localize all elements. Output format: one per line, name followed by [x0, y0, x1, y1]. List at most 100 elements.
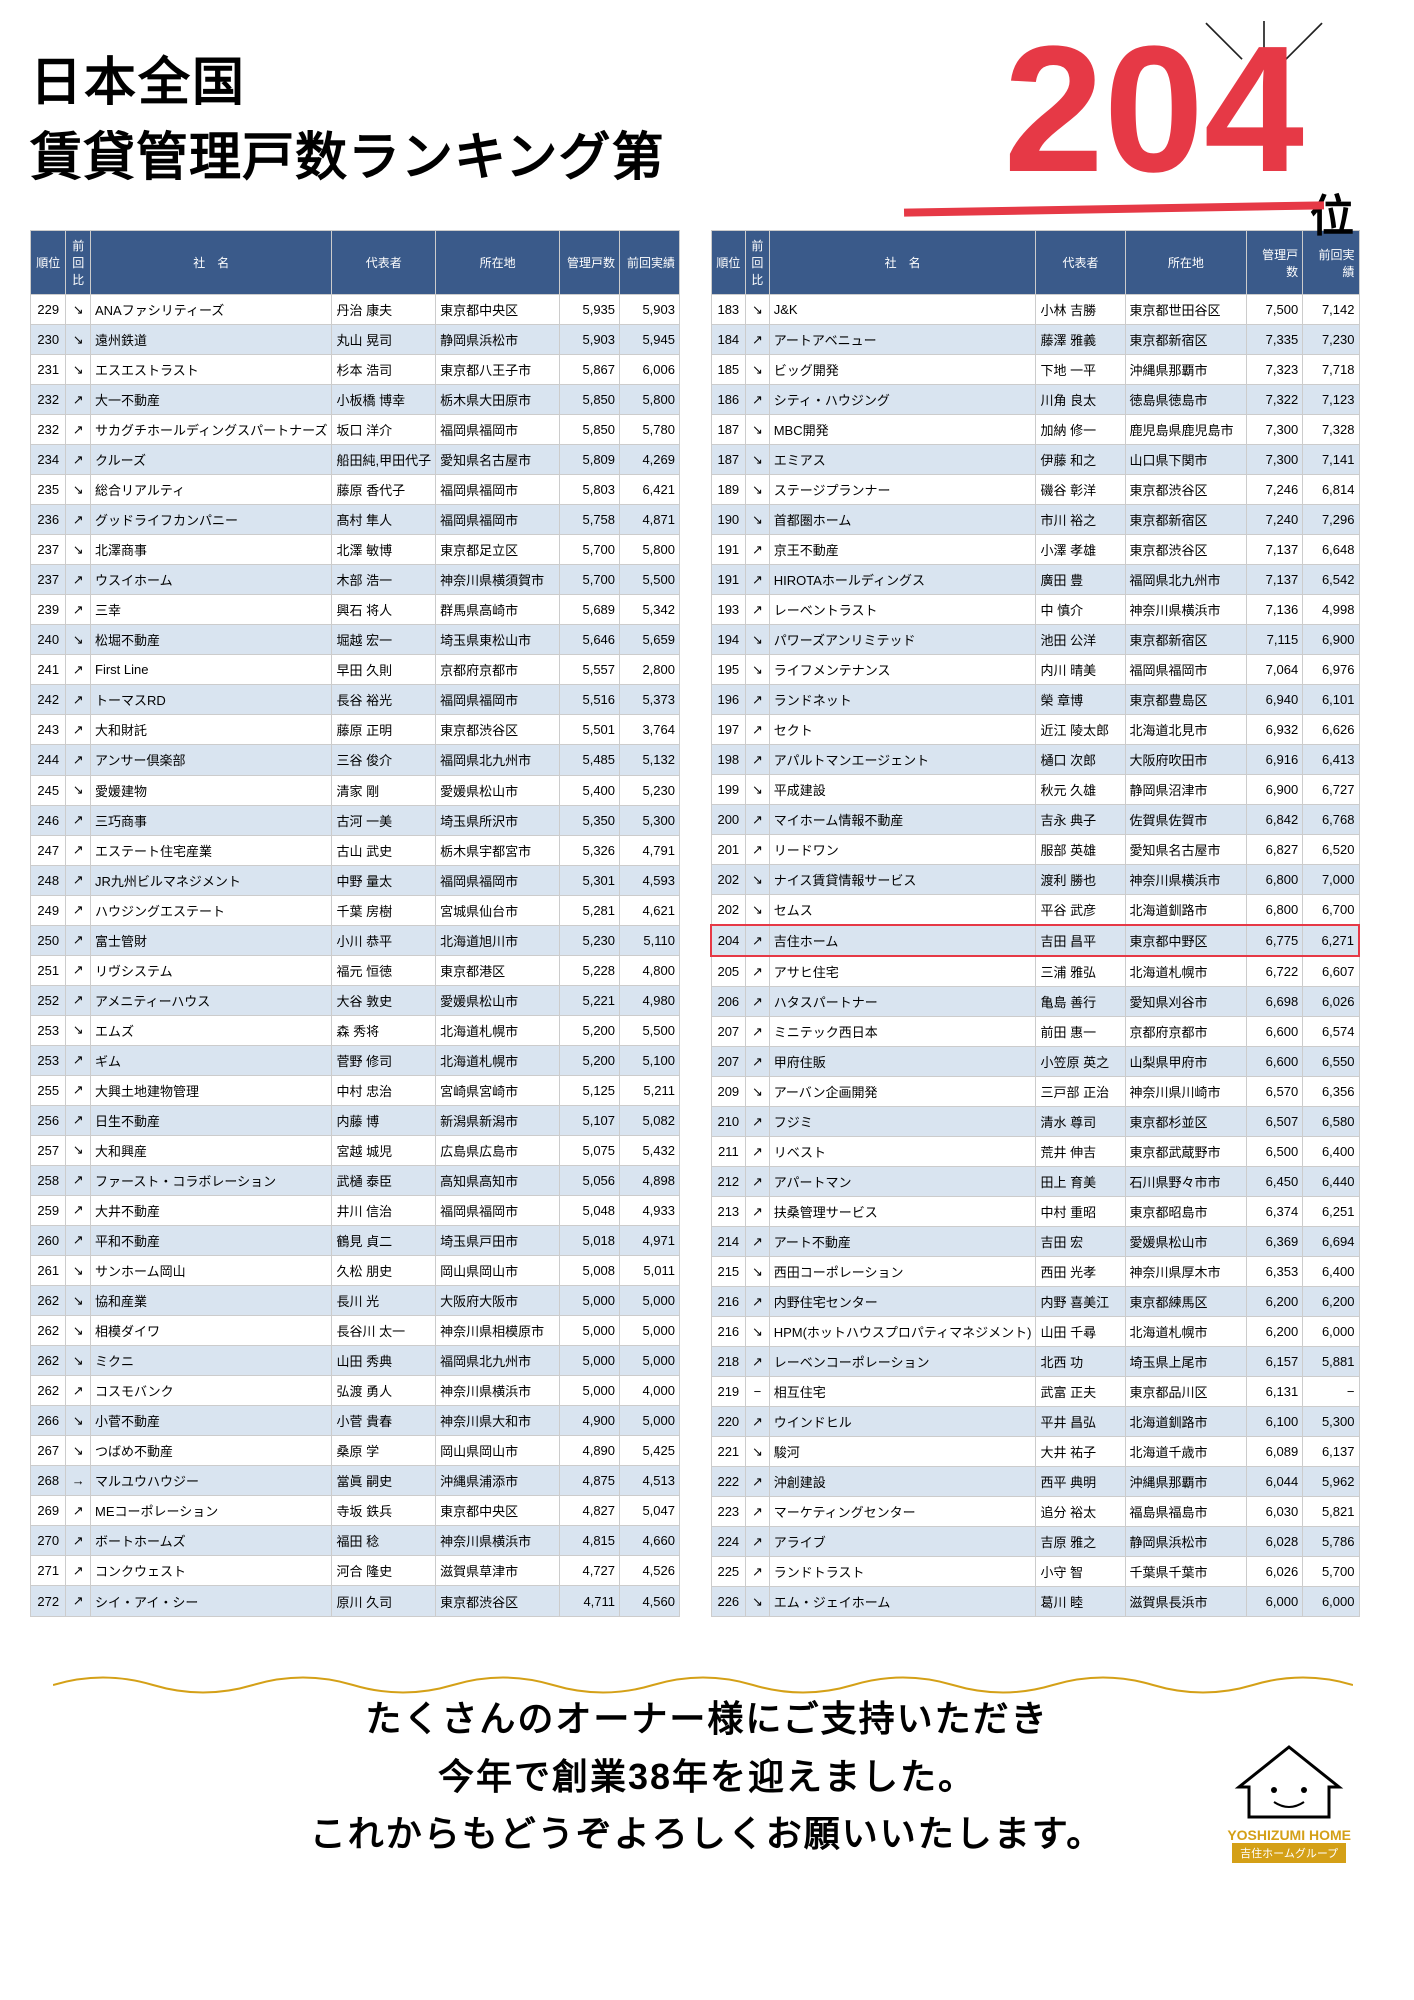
cell: 184 — [711, 325, 746, 355]
cell: 5,018 — [560, 1225, 620, 1255]
cell: 5,125 — [560, 1075, 620, 1105]
cell: 6,000 — [1247, 1587, 1303, 1617]
table-row: 242↗トーマスRD長谷 裕光福岡県福岡市5,5165,373 — [31, 685, 680, 715]
cell: 252 — [31, 985, 66, 1015]
cell: 丸山 晃司 — [332, 325, 436, 355]
cell: 吉住ホーム — [769, 925, 1036, 956]
cell: 6,827 — [1247, 835, 1303, 865]
table-row: 247↗エステート住宅産業古山 武史栃木県宇都宮市5,3264,791 — [31, 835, 680, 865]
cell: 大興土地建物管理 — [91, 1075, 332, 1105]
table-row: 204↗吉住ホーム吉田 昌平東京都中野区6,7756,271 — [711, 925, 1359, 956]
cell: ファースト・コラボレーション — [91, 1165, 332, 1195]
cell: 235 — [31, 475, 66, 505]
cell: ↘ — [746, 295, 770, 325]
cell: 平和不動産 — [91, 1225, 332, 1255]
cell: 250 — [31, 925, 66, 955]
table-row: 239↗三幸興石 将人群馬県高崎市5,6895,342 — [31, 595, 680, 625]
th-name: 社 名 — [769, 231, 1036, 295]
cell: 7,300 — [1247, 445, 1303, 475]
cell: 小板橋 博幸 — [332, 385, 436, 415]
cell: 6,700 — [1303, 895, 1359, 926]
cell: ↗ — [66, 1045, 91, 1075]
cell: 中 慎介 — [1036, 595, 1125, 625]
cell: 6,814 — [1303, 475, 1359, 505]
cell: 6,100 — [1247, 1407, 1303, 1437]
cell: 小菅 貴春 — [332, 1406, 436, 1436]
cell: 5,132 — [620, 745, 680, 775]
cell: 6,353 — [1247, 1257, 1303, 1287]
cell: 6,500 — [1247, 1137, 1303, 1167]
cell: 7,230 — [1303, 325, 1359, 355]
cell: 中村 重昭 — [1036, 1197, 1125, 1227]
cell: 杉本 浩司 — [332, 355, 436, 385]
cell: 4,711 — [560, 1586, 620, 1617]
cell: 5,107 — [560, 1105, 620, 1135]
cell: 222 — [711, 1467, 746, 1497]
cell: 石川県野々市市 — [1125, 1167, 1247, 1197]
cell: 大和興産 — [91, 1135, 332, 1165]
cell: 河合 隆史 — [332, 1556, 436, 1586]
cell: ミニテック西日本 — [769, 1017, 1036, 1047]
cell: 北澤商事 — [91, 535, 332, 565]
cell: ↘ — [746, 895, 770, 926]
cell: 久松 朋史 — [332, 1256, 436, 1286]
cell: 内藤 博 — [332, 1105, 436, 1135]
cell: 東京都渋谷区 — [1125, 535, 1247, 565]
cell: 185 — [711, 355, 746, 385]
cell: 東京都豊島区 — [1125, 685, 1247, 715]
cell: 6,356 — [1303, 1077, 1359, 1107]
cell: 5,903 — [620, 295, 680, 325]
cell: HIROTAホールディングス — [769, 565, 1036, 595]
cell: 214 — [711, 1227, 746, 1257]
cell: 6,698 — [1247, 987, 1303, 1017]
cell: リベスト — [769, 1137, 1036, 1167]
cell: 7,296 — [1303, 505, 1359, 535]
cell: 5,786 — [1303, 1527, 1359, 1557]
cell: 三巧商事 — [91, 805, 332, 835]
cell: 4,526 — [620, 1556, 680, 1586]
cell: 6,200 — [1247, 1317, 1303, 1347]
table-row: 248↗JR九州ビルマネジメント中野 量太福岡県福岡市5,3014,593 — [31, 865, 680, 895]
cell: 213 — [711, 1197, 746, 1227]
cell: 229 — [31, 295, 66, 325]
table-row: 252↗アメニティーハウス大谷 敦史愛媛県松山市5,2214,980 — [31, 985, 680, 1015]
table-row: 244↗アンサー倶楽部三谷 俊介福岡県北九州市5,4855,132 — [31, 745, 680, 775]
table-row: 218↗レーベンコーポレーション北西 功埼玉県上尾市6,1575,881 — [711, 1347, 1359, 1377]
cell: 6,000 — [1303, 1317, 1359, 1347]
cell: 191 — [711, 535, 746, 565]
cell: 5,075 — [560, 1135, 620, 1165]
table-row: 251↗リヴシステム福元 恒徳東京都港区5,2284,800 — [31, 955, 680, 985]
cell: ↗ — [746, 1137, 770, 1167]
cell: 山梨県甲府市 — [1125, 1047, 1247, 1077]
cell: 6,137 — [1303, 1437, 1359, 1467]
cell: 首都圏ホーム — [769, 505, 1036, 535]
cell: 坂口 洋介 — [332, 415, 436, 445]
cell: 5,800 — [620, 385, 680, 415]
cell: 甲府住販 — [769, 1047, 1036, 1077]
cell: ナイス賃貸情報サービス — [769, 865, 1036, 895]
cell: 北海道札幌市 — [1125, 956, 1247, 987]
cell: 5,300 — [620, 805, 680, 835]
cell: 東京都渋谷区 — [1125, 475, 1247, 505]
cell: 7,141 — [1303, 445, 1359, 475]
cell: ↗ — [746, 805, 770, 835]
cell: グッドライフカンパニー — [91, 505, 332, 535]
table-row: 269↗MEコーポレーション寺坂 鉄兵東京都中央区4,8275,047 — [31, 1496, 680, 1526]
cell: 6,271 — [1303, 925, 1359, 956]
cell: 神奈川県横須賀市 — [436, 565, 560, 595]
cell: 神奈川県川崎市 — [1125, 1077, 1247, 1107]
cell: 内野 喜美江 — [1036, 1287, 1125, 1317]
cell: 255 — [31, 1075, 66, 1105]
cell: ↘ — [66, 1015, 91, 1045]
cell: 4,593 — [620, 865, 680, 895]
cell: 202 — [711, 865, 746, 895]
cell: セムス — [769, 895, 1036, 926]
cell: 5,211 — [620, 1075, 680, 1105]
cell: ↘ — [66, 1406, 91, 1436]
cell: 北西 功 — [1036, 1347, 1125, 1377]
cell: ↘ — [66, 1346, 91, 1376]
cell: 東京都新宿区 — [1125, 505, 1247, 535]
table-row: 222↗沖創建設西平 典明沖縄県那覇市6,0445,962 — [711, 1467, 1359, 1497]
cell: 広島県広島市 — [436, 1135, 560, 1165]
cell: ↗ — [66, 1376, 91, 1406]
